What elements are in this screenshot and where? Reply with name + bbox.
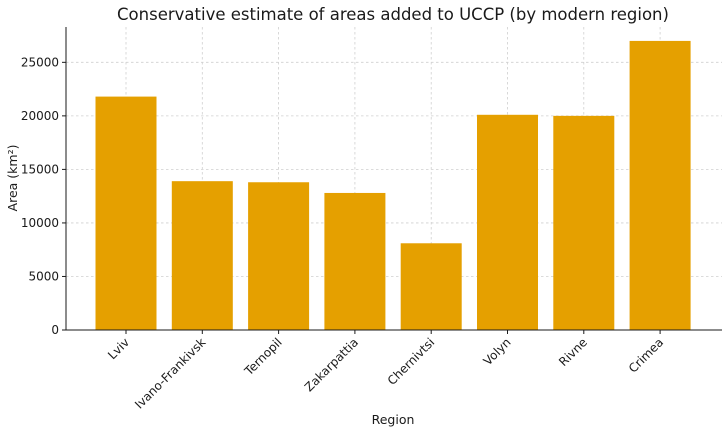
x-tick-label-rivne: Rivne: [556, 335, 590, 369]
bar-crimea: [629, 40, 691, 330]
x-tick-label-ivano-frankivsk: Ivano-Frankivsk: [132, 335, 208, 411]
bar-zakarpattia: [324, 192, 386, 330]
grid-layer: [66, 27, 722, 330]
bar-volyn: [477, 114, 538, 331]
bar-ivano-frankivsk: [171, 181, 233, 330]
y-axis-label: Area (km²): [5, 145, 20, 212]
x-tick-label-volyn: Volyn: [481, 335, 514, 368]
y-tick-label-3: 15000: [21, 162, 59, 176]
bar-ternopil: [248, 182, 310, 330]
y-tick-label-5: 25000: [21, 55, 59, 69]
x-tick-label-chernivtsi: Chernivtsi: [385, 335, 438, 388]
bar-rivne: [553, 115, 615, 330]
bar-lviv: [95, 96, 157, 330]
bar-chernivtsi: [400, 243, 462, 330]
x-axis-label: Region: [372, 412, 415, 427]
y-tick-label-1: 5000: [28, 269, 59, 283]
y-tick-label-0: 0: [51, 323, 59, 337]
chart-title: Conservative estimate of areas added to …: [117, 5, 669, 24]
y-tick-label-4: 20000: [21, 109, 59, 123]
x-tick-label-zakarpattia: Zakarpattia: [302, 335, 361, 394]
bars-layer: [95, 40, 691, 331]
x-tick-label-ternopil: Ternopil: [241, 335, 285, 379]
y-tick-label-2: 10000: [21, 216, 59, 230]
x-tick-label-crimea: Crimea: [626, 335, 666, 375]
x-tick-label-lviv: Lviv: [105, 335, 132, 362]
